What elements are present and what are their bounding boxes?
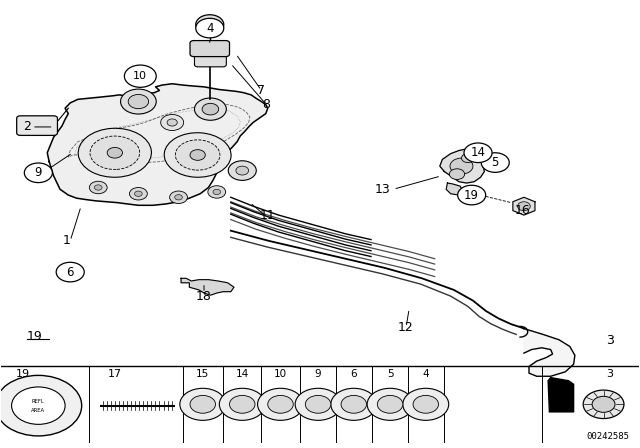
Circle shape [458,185,486,205]
Polygon shape [548,378,573,412]
Text: 00242585: 00242585 [586,432,629,441]
Text: 3: 3 [607,369,613,379]
Circle shape [367,388,413,420]
Circle shape [180,388,226,420]
Text: 15: 15 [196,369,209,379]
Text: AREA: AREA [31,408,45,413]
Text: 14: 14 [470,146,486,159]
Circle shape [128,95,148,109]
Text: 9: 9 [315,369,321,379]
Circle shape [464,143,492,163]
Circle shape [518,202,531,211]
Circle shape [305,396,331,413]
Text: 10: 10 [133,71,147,81]
Circle shape [413,396,438,413]
Circle shape [481,153,509,172]
Polygon shape [524,329,575,376]
Circle shape [190,150,205,160]
Text: 17: 17 [108,369,122,379]
Text: 18: 18 [196,289,212,303]
Circle shape [331,388,377,420]
Circle shape [213,189,221,194]
Ellipse shape [90,136,140,169]
FancyBboxPatch shape [190,41,230,56]
Text: 5: 5 [387,369,394,379]
Text: 6: 6 [351,369,357,379]
Text: 19: 19 [27,330,42,343]
Ellipse shape [175,140,220,170]
Circle shape [220,388,265,420]
Circle shape [120,89,156,114]
Circle shape [107,147,122,158]
Text: 14: 14 [236,369,249,379]
Circle shape [190,396,216,413]
Circle shape [12,387,65,424]
Circle shape [228,161,256,181]
Circle shape [124,65,156,87]
Text: 19: 19 [15,369,29,379]
Circle shape [592,396,615,412]
Text: 19: 19 [464,189,479,202]
Circle shape [202,103,219,115]
Text: REFL: REFL [32,399,45,404]
Circle shape [196,15,224,34]
FancyBboxPatch shape [195,52,227,67]
Polygon shape [47,84,268,205]
Circle shape [583,390,624,418]
Text: 4: 4 [422,369,429,379]
FancyBboxPatch shape [17,116,58,135]
Text: 16: 16 [515,204,531,217]
Circle shape [134,191,142,196]
Text: 3: 3 [606,334,614,347]
Text: 12: 12 [398,321,414,334]
Circle shape [167,119,177,126]
Text: 11: 11 [260,210,276,223]
Text: 5: 5 [492,156,499,169]
Circle shape [208,186,226,198]
Circle shape [90,181,107,194]
Text: 8: 8 [262,98,271,111]
Circle shape [129,188,147,200]
Circle shape [170,191,188,203]
Circle shape [257,388,303,420]
Polygon shape [513,197,535,215]
Circle shape [24,163,52,183]
Text: 9: 9 [35,166,42,179]
Circle shape [175,194,182,200]
Circle shape [378,396,403,413]
Circle shape [403,388,449,420]
Text: 1: 1 [63,234,70,247]
Text: 4: 4 [206,22,214,34]
Circle shape [95,185,102,190]
Text: 7: 7 [257,84,266,97]
Circle shape [161,115,184,130]
Ellipse shape [164,133,231,177]
Polygon shape [446,183,463,195]
Text: 10: 10 [274,369,287,379]
Circle shape [0,375,82,436]
Text: 2: 2 [23,121,31,134]
Circle shape [450,158,473,174]
Circle shape [230,396,255,413]
Circle shape [56,262,84,282]
Circle shape [341,396,367,413]
Circle shape [268,396,293,413]
Ellipse shape [78,128,152,177]
Circle shape [196,18,224,38]
Circle shape [449,169,465,180]
Circle shape [195,98,227,120]
Text: 6: 6 [67,266,74,279]
Circle shape [295,388,341,420]
Text: 13: 13 [374,183,390,196]
Polygon shape [440,149,484,183]
Circle shape [204,20,216,29]
Polygon shape [181,278,234,295]
Circle shape [461,154,474,163]
Circle shape [236,166,248,175]
